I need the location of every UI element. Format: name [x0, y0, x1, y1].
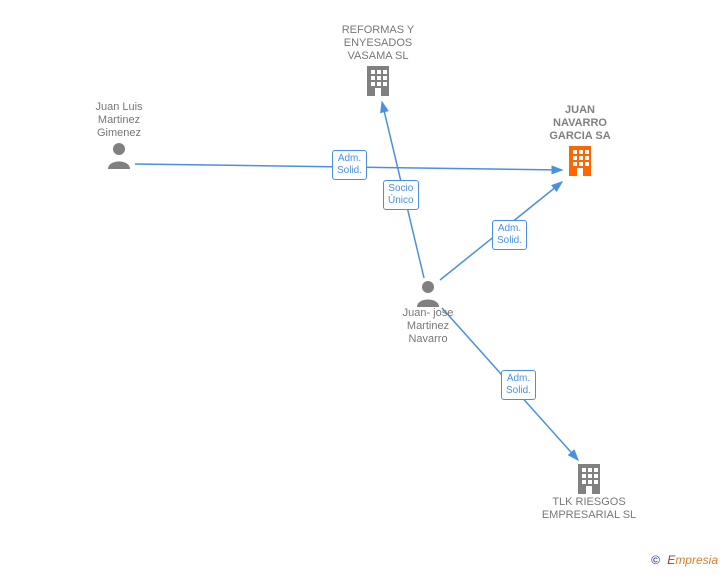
node-label: REFORMAS Y ENYESADOS VASAMA SL	[328, 24, 428, 64]
copyright-symbol: ©	[651, 553, 660, 567]
edge-label: Socio Único	[383, 180, 419, 210]
building-icon	[530, 144, 630, 178]
node-company1[interactable]: REFORMAS Y ENYESADOS VASAMA SL	[328, 24, 428, 98]
footer-attribution: © Empresia	[651, 553, 718, 567]
edge-label: Adm. Solid.	[501, 370, 536, 400]
node-label: TLK RIESGOS EMPRESARIAL SL	[539, 496, 639, 522]
node-company2[interactable]: JUAN NAVARRO GARCIA SA	[530, 104, 630, 178]
edge-label: Adm. Solid.	[332, 150, 367, 180]
edge-label: Adm. Solid.	[492, 220, 527, 250]
node-company3[interactable]: TLK RIESGOS EMPRESARIAL SL	[539, 462, 639, 522]
building-icon	[328, 64, 428, 98]
person-icon	[378, 279, 478, 307]
brand-name: Empresia	[667, 553, 718, 567]
node-person2[interactable]: Juan- jose Martinez Navarro	[378, 279, 478, 347]
node-label: JUAN NAVARRO GARCIA SA	[530, 104, 630, 144]
brand-rest: mpresia	[675, 553, 718, 567]
node-person1[interactable]: Juan Luis Martinez Gimenez	[69, 101, 169, 169]
building-icon	[539, 462, 639, 496]
node-label: Juan Luis Martinez Gimenez	[69, 101, 169, 141]
person-icon	[69, 141, 169, 169]
node-label: Juan- jose Martinez Navarro	[378, 307, 478, 347]
